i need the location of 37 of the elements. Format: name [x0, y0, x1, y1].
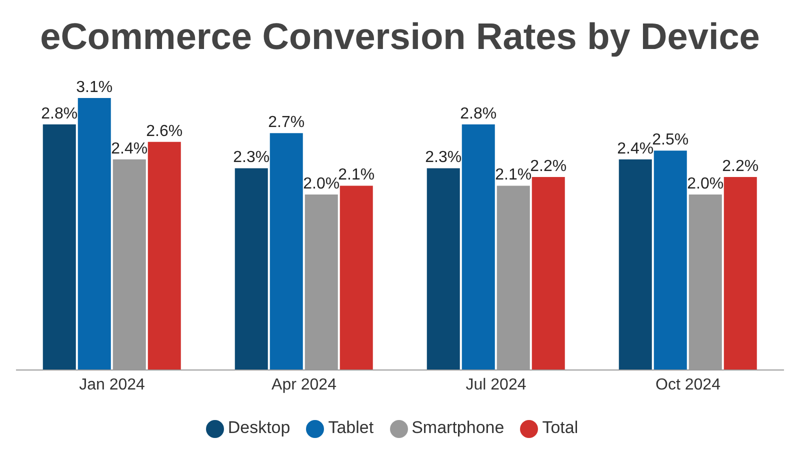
x-tick-label: Jul 2024 — [466, 376, 526, 394]
bar — [78, 98, 111, 370]
data-label: 2.7% — [268, 114, 305, 132]
bar — [426, 168, 460, 370]
data-label: 2.8% — [41, 105, 78, 122]
legend-label: Tablet — [328, 418, 374, 437]
x-tick-label: Apr 2024 — [272, 376, 337, 394]
bar — [148, 142, 181, 370]
data-label: 2.1% — [495, 166, 532, 184]
chart-title: eCommerce Conversion Rates by Device — [39, 16, 761, 59]
x-tick-label: Jan 2024 — [79, 376, 146, 394]
legend-label: Smartphone — [412, 418, 504, 437]
bar — [532, 176, 565, 370]
legend-label: Desktop — [228, 418, 290, 437]
x-tick-label: Oct 2024 — [656, 376, 721, 394]
data-label: 2.3% — [233, 149, 270, 166]
data-label: 3.1% — [76, 79, 113, 96]
data-label: 2.0% — [303, 176, 340, 193]
data-label: 2.1% — [338, 166, 375, 184]
data-label: 2.4% — [111, 140, 148, 158]
bar — [724, 176, 757, 370]
data-label: 2.2% — [530, 158, 567, 175]
data-label: 2.3% — [425, 149, 462, 166]
bar — [340, 186, 373, 370]
bar — [618, 159, 652, 370]
data-label: 2.2% — [722, 158, 759, 175]
bar — [234, 168, 268, 370]
data-label: 2.8% — [460, 105, 497, 122]
data-label: 2.6% — [146, 122, 183, 140]
bar — [42, 124, 76, 370]
bar — [654, 150, 687, 370]
data-label: 2.0% — [687, 176, 724, 193]
legend-label: Total — [542, 418, 578, 437]
bar — [270, 133, 303, 370]
data-label: 2.4% — [617, 140, 654, 158]
data-label: 2.5% — [652, 132, 689, 149]
bar — [462, 124, 495, 370]
